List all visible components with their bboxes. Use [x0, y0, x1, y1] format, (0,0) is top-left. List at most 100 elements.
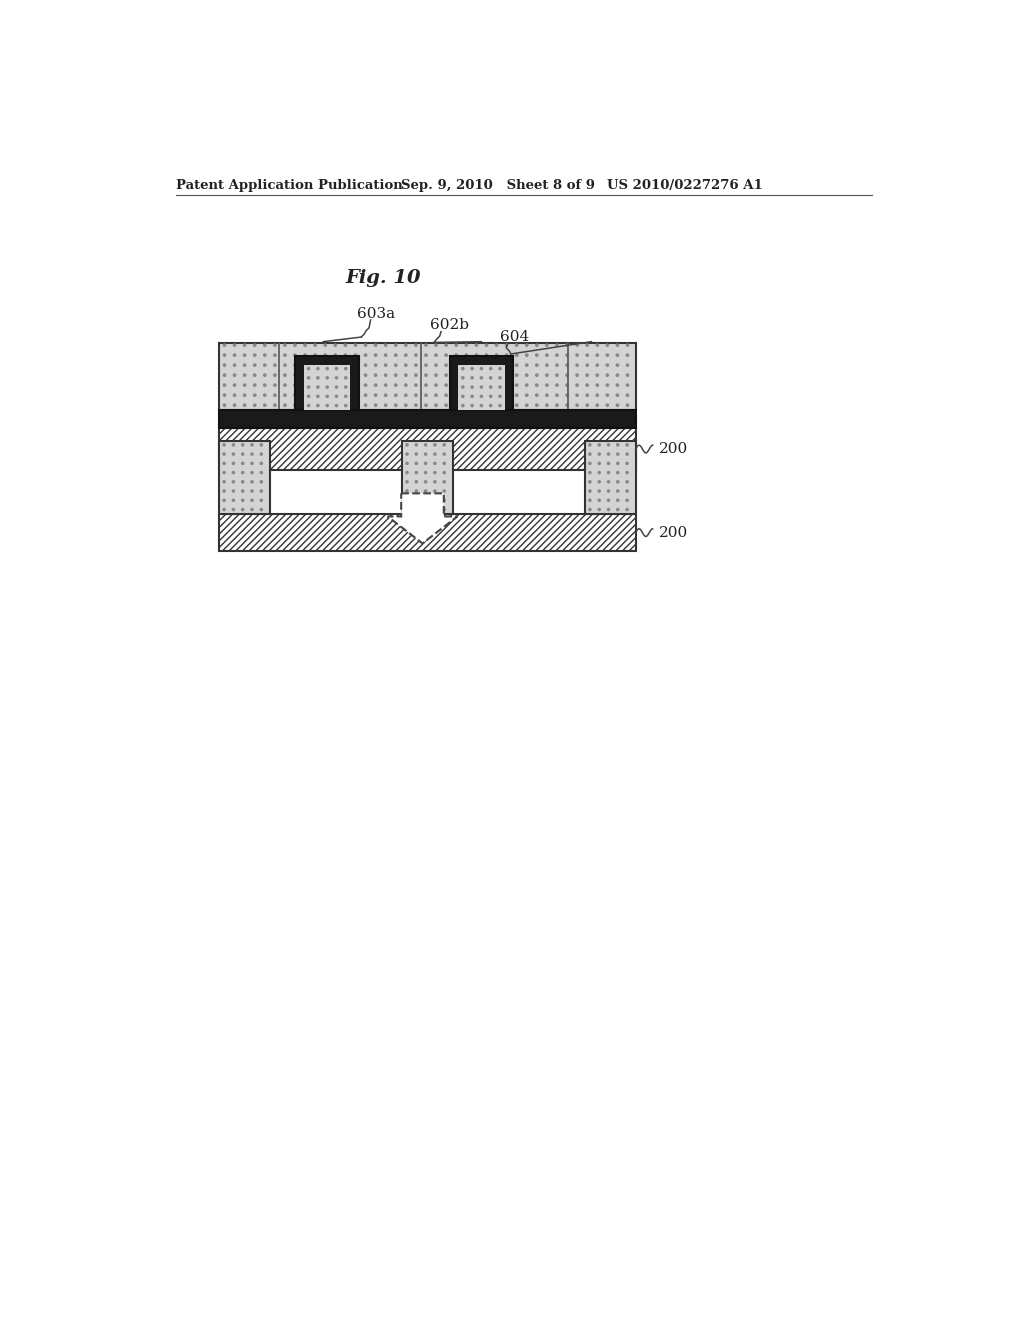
Circle shape [485, 354, 487, 356]
Circle shape [404, 384, 407, 387]
Circle shape [589, 480, 591, 483]
Circle shape [294, 404, 296, 407]
Circle shape [263, 345, 266, 346]
Circle shape [294, 354, 296, 356]
Circle shape [443, 480, 445, 483]
Circle shape [575, 354, 579, 356]
Circle shape [480, 395, 482, 397]
Circle shape [515, 395, 518, 396]
Circle shape [465, 374, 467, 376]
Circle shape [627, 345, 629, 346]
Circle shape [324, 364, 327, 367]
Circle shape [251, 453, 253, 455]
Circle shape [627, 364, 629, 367]
Circle shape [496, 354, 498, 356]
Circle shape [406, 444, 409, 446]
Circle shape [589, 499, 591, 502]
Circle shape [462, 404, 464, 407]
Circle shape [616, 364, 618, 367]
Circle shape [471, 395, 473, 397]
Circle shape [415, 480, 418, 483]
Circle shape [556, 395, 558, 396]
Circle shape [525, 384, 528, 387]
Circle shape [294, 374, 296, 376]
Circle shape [575, 345, 579, 346]
Circle shape [406, 480, 409, 483]
Circle shape [443, 471, 445, 474]
Circle shape [345, 404, 347, 407]
Circle shape [627, 395, 629, 396]
Circle shape [254, 404, 256, 407]
Circle shape [626, 444, 628, 446]
Circle shape [251, 471, 253, 474]
Circle shape [232, 490, 234, 492]
Circle shape [556, 404, 558, 407]
Circle shape [324, 374, 327, 376]
Circle shape [394, 374, 397, 376]
Circle shape [244, 395, 246, 396]
Circle shape [445, 374, 447, 376]
Circle shape [455, 374, 458, 376]
Circle shape [254, 345, 256, 346]
Circle shape [627, 374, 629, 376]
Bar [295, 356, 359, 411]
Circle shape [575, 395, 579, 396]
Circle shape [394, 395, 397, 396]
Circle shape [273, 395, 276, 396]
Circle shape [415, 384, 417, 387]
Circle shape [607, 490, 609, 492]
Circle shape [273, 345, 276, 346]
Circle shape [425, 499, 427, 502]
Circle shape [365, 374, 367, 376]
Circle shape [616, 462, 618, 465]
Circle shape [336, 376, 338, 379]
Circle shape [515, 364, 518, 367]
Circle shape [244, 404, 246, 407]
Circle shape [394, 354, 397, 356]
Circle shape [415, 404, 417, 407]
Circle shape [455, 345, 458, 346]
Circle shape [496, 395, 498, 396]
Circle shape [336, 404, 338, 407]
Circle shape [354, 364, 356, 367]
Circle shape [626, 508, 628, 511]
Circle shape [415, 444, 418, 446]
Circle shape [586, 364, 589, 367]
Circle shape [546, 354, 548, 356]
Circle shape [607, 508, 609, 511]
Circle shape [616, 384, 618, 387]
Circle shape [254, 374, 256, 376]
Circle shape [586, 404, 589, 407]
Circle shape [435, 374, 437, 376]
Circle shape [589, 490, 591, 492]
Text: 200: 200 [658, 525, 688, 540]
Circle shape [260, 480, 262, 483]
Circle shape [586, 354, 589, 356]
Circle shape [607, 471, 609, 474]
Circle shape [354, 384, 356, 387]
Circle shape [244, 364, 246, 367]
Circle shape [404, 364, 407, 367]
Circle shape [375, 374, 377, 376]
Circle shape [434, 490, 436, 492]
Circle shape [324, 404, 327, 407]
Circle shape [616, 404, 618, 407]
Circle shape [499, 395, 501, 397]
Circle shape [525, 354, 528, 356]
Circle shape [273, 364, 276, 367]
Circle shape [475, 404, 477, 407]
Circle shape [375, 354, 377, 356]
Circle shape [314, 395, 316, 396]
Circle shape [304, 404, 306, 407]
Circle shape [254, 364, 256, 367]
Circle shape [334, 354, 337, 356]
Circle shape [525, 364, 528, 367]
Circle shape [425, 490, 427, 492]
Circle shape [260, 462, 262, 465]
Circle shape [596, 374, 598, 376]
Circle shape [525, 404, 528, 407]
Circle shape [316, 385, 318, 388]
Circle shape [394, 345, 397, 346]
Circle shape [233, 364, 236, 367]
Circle shape [223, 395, 225, 396]
